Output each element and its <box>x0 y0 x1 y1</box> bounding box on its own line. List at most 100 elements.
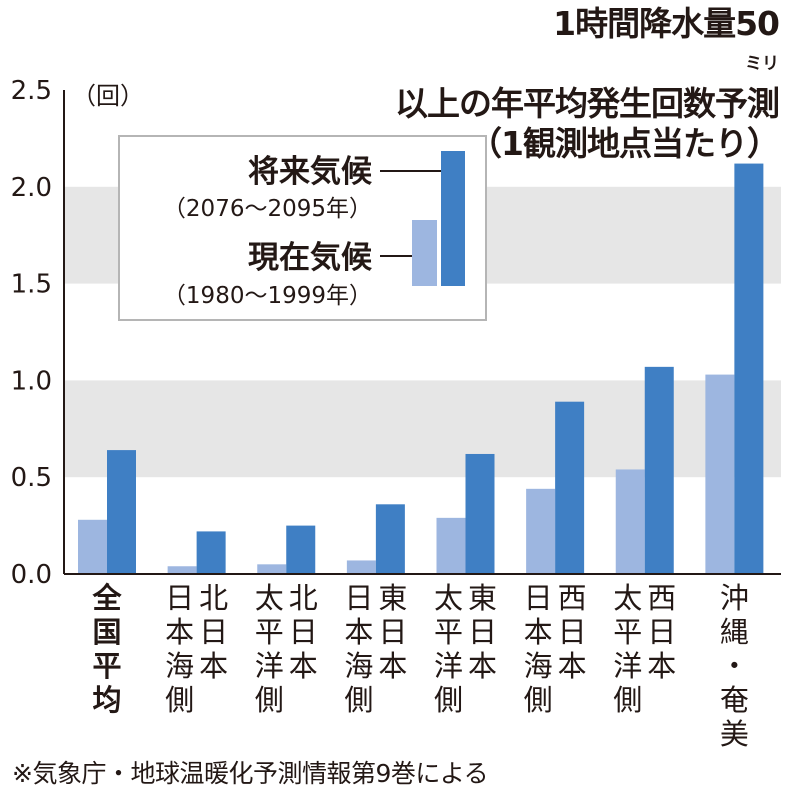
x-label-char: 側 <box>524 683 553 717</box>
x-label-char: 日 <box>289 615 318 649</box>
x-label-char: 平 <box>613 615 642 649</box>
legend-swatch-future <box>441 151 465 286</box>
x-label-char: 北 <box>199 581 228 615</box>
x-label-char: 太 <box>613 581 642 615</box>
y-axis-unit: （回） <box>72 82 144 110</box>
x-label-char: 西 <box>558 581 587 615</box>
legend-label-future: 将来気候 <box>248 154 373 190</box>
y-axis-ticks: 0.0 0.5 1.0 1.5 2.0 2.5 （回） <box>11 76 144 590</box>
x-label-char: 美 <box>720 717 749 751</box>
x-label-char: 本 <box>558 649 587 683</box>
y-tick-label: 2.5 <box>11 76 52 106</box>
title-line-2: （1観測地点当たり） <box>469 124 780 163</box>
x-label-char: 海 <box>165 649 194 683</box>
bar-future-6 <box>555 401 585 574</box>
bar-current-2 <box>167 566 197 574</box>
x-label-char: 日 <box>468 615 497 649</box>
title-line-1-end: 以上の年平均発生回数予測 <box>395 84 780 123</box>
x-label-char: 日 <box>165 581 194 615</box>
bar-future-8 <box>734 163 764 574</box>
x-label-char: 国 <box>92 615 121 649</box>
x-label-char: 海 <box>344 649 373 683</box>
x-label-char: 本 <box>165 615 194 649</box>
title-line-1-start: 1時間降水量50 <box>553 4 780 43</box>
axes <box>63 90 781 575</box>
y-tick-label: 1.0 <box>11 366 52 396</box>
x-label-char: 沖 <box>720 581 749 615</box>
x-label-char: 日 <box>199 615 228 649</box>
x-label-char: 側 <box>613 683 642 717</box>
x-label-char: 側 <box>344 683 373 717</box>
x-label-char: 太 <box>434 581 463 615</box>
x-label-char: 本 <box>289 649 318 683</box>
x-category-label-8: 沖縄・奄美 <box>720 581 749 751</box>
x-label-char: 側 <box>165 683 194 717</box>
bar-marks <box>78 163 764 574</box>
x-label-char: 洋 <box>613 649 642 683</box>
x-label-char: 洋 <box>255 649 284 683</box>
legend: 将来気候 （2076～2095年） 現在気候 （1980～1999年） <box>118 135 487 321</box>
x-label-char: 西 <box>647 581 676 615</box>
x-label-char: 側 <box>434 683 463 717</box>
x-label-char: 日 <box>378 615 407 649</box>
y-tick-label: 0.0 <box>11 560 52 590</box>
bar-future-7 <box>644 366 674 574</box>
y-tick-label: 2.0 <box>11 173 52 203</box>
x-label-char: 本 <box>199 649 228 683</box>
legend-period-future: （2076～2095年） <box>163 196 372 222</box>
x-label-char: 本 <box>524 615 553 649</box>
bar-current-7 <box>615 469 645 574</box>
x-label-char: 平 <box>255 615 284 649</box>
x-label-char: 日 <box>558 615 587 649</box>
x-label-char: 日 <box>647 615 676 649</box>
x-label-char: 平 <box>434 615 463 649</box>
x-label-char: 縄 <box>720 615 749 649</box>
chart-title: 1時間降水量50 ミリ以上の年平均発生回数予測 （1観測地点当たり） <box>395 4 780 164</box>
legend-period-current: （1980～1999年） <box>163 283 372 309</box>
legend-label-current: 現在気候 <box>248 240 373 276</box>
x-label-char: 側 <box>255 683 284 717</box>
x-label-char: 太 <box>255 581 284 615</box>
x-label-char: 本 <box>344 615 373 649</box>
bar-current-4 <box>346 560 376 574</box>
bar-future-4 <box>375 504 405 574</box>
y-tick-label: 0.5 <box>11 463 52 493</box>
source-note: ※気象庁・地球温暖化予測情報第9巻による <box>12 759 489 788</box>
x-label-char: 奄 <box>720 683 749 717</box>
bar-future-2 <box>196 531 226 574</box>
y-tick-label: 1.5 <box>11 270 52 300</box>
x-label-char: 全 <box>91 581 122 615</box>
x-label-char: 本 <box>647 649 676 683</box>
x-label-char: 均 <box>92 683 121 717</box>
legend-swatch-current <box>412 220 437 286</box>
bar-future-3 <box>286 525 316 574</box>
x-label-char: 北 <box>289 581 318 615</box>
x-label-char: ・ <box>720 649 749 683</box>
x-label-char: 本 <box>468 649 497 683</box>
x-label-char: 日 <box>344 581 373 615</box>
bar-current-1 <box>78 519 107 574</box>
title-line-1: 1時間降水量50 ミリ以上の年平均発生回数予測 <box>395 4 780 124</box>
x-label-char: 海 <box>524 649 553 683</box>
x-label-char: 東 <box>378 581 407 615</box>
bar-future-5 <box>465 453 495 574</box>
x-axis-labels: 全国平均日本海側北日本太平洋側北日本日本海側東日本太平洋側東日本日本海側西日本太… <box>91 581 748 751</box>
title-unit: ミリ <box>745 54 779 74</box>
x-label-char: 日 <box>524 581 553 615</box>
x-label-char: 本 <box>378 649 407 683</box>
bar-current-6 <box>526 488 556 574</box>
bar-future-1 <box>107 450 136 574</box>
bar-current-5 <box>436 517 466 574</box>
bar-current-8 <box>705 374 735 574</box>
bar-current-3 <box>257 564 287 574</box>
x-label-char: 平 <box>92 649 121 683</box>
x-label-char: 洋 <box>434 649 463 683</box>
